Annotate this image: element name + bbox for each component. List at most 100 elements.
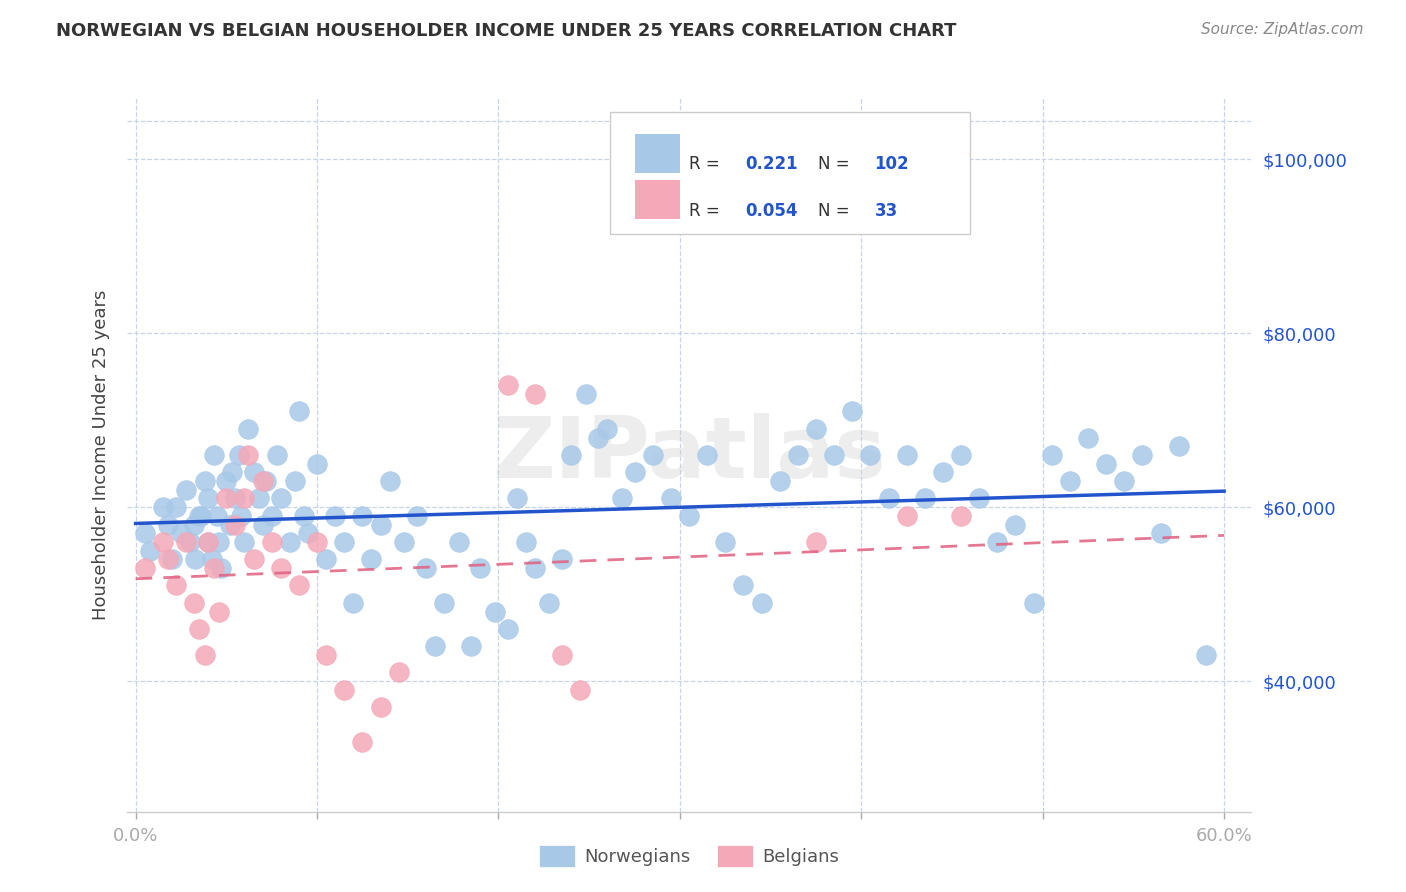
Point (247, 491, 270, 506)
Point (224, 517, 246, 532)
Point (859, 448, 882, 462)
Point (229, 508, 252, 523)
Point (586, 430, 609, 444)
Point (769, 474, 792, 488)
Point (176, 483, 198, 497)
Point (415, 561, 437, 575)
Point (496, 622, 519, 636)
Point (460, 640, 482, 654)
Point (179, 535, 201, 549)
Point (160, 552, 183, 566)
Point (224, 491, 246, 506)
Text: 102: 102 (875, 155, 910, 173)
Point (208, 605, 231, 619)
Point (1077, 430, 1099, 444)
Point (184, 552, 207, 566)
Point (215, 491, 238, 506)
Y-axis label: Householder Income Under 25 years: Householder Income Under 25 years (91, 290, 110, 620)
Point (733, 578, 755, 592)
Point (896, 508, 918, 523)
Point (209, 561, 232, 575)
Text: NORWEGIAN VS BELGIAN HOUSEHOLDER INCOME UNDER 25 YEARS CORRELATION CHART: NORWEGIAN VS BELGIAN HOUSEHOLDER INCOME … (56, 22, 956, 40)
Point (786, 448, 808, 462)
Point (202, 561, 225, 575)
Point (896, 448, 918, 462)
Point (370, 700, 392, 714)
Point (1095, 457, 1118, 471)
Point (183, 596, 205, 610)
Point (1022, 596, 1045, 610)
Point (202, 448, 225, 462)
Point (352, 735, 374, 749)
Point (423, 640, 446, 654)
Point (284, 474, 307, 488)
Point (207, 508, 229, 523)
Point (219, 517, 242, 532)
Point (641, 448, 664, 462)
Point (260, 508, 283, 523)
Point (470, 561, 492, 575)
Point (1167, 439, 1189, 453)
Point (292, 508, 315, 523)
Point (1059, 474, 1081, 488)
Point (1040, 448, 1063, 462)
Point (165, 500, 187, 515)
Point (183, 517, 205, 532)
FancyBboxPatch shape (636, 180, 681, 219)
Point (523, 387, 546, 401)
Point (388, 665, 411, 680)
Point (1132, 448, 1154, 462)
Point (574, 387, 596, 401)
Point (233, 491, 256, 506)
Point (201, 552, 224, 566)
Point (252, 474, 274, 488)
Point (139, 543, 162, 558)
Point (551, 552, 574, 566)
Point (696, 448, 718, 462)
Legend: Norwegians, Belgians: Norwegians, Belgians (531, 838, 846, 874)
Point (333, 535, 356, 549)
Point (305, 457, 328, 471)
FancyBboxPatch shape (636, 134, 681, 173)
Point (370, 517, 392, 532)
Point (134, 561, 156, 575)
Point (538, 596, 561, 610)
Point (288, 578, 311, 592)
Point (405, 508, 427, 523)
Point (505, 491, 527, 506)
Point (305, 535, 328, 549)
Point (165, 578, 187, 592)
Point (804, 422, 827, 436)
Point (447, 535, 470, 549)
Point (623, 466, 645, 480)
Point (804, 535, 827, 549)
Text: R =: R = (689, 155, 725, 173)
Text: 0.221: 0.221 (745, 155, 797, 173)
Point (610, 491, 633, 506)
Point (560, 448, 582, 462)
Point (932, 466, 955, 480)
Point (134, 526, 156, 541)
Text: N =: N = (818, 202, 855, 219)
Point (751, 596, 773, 610)
Point (352, 508, 374, 523)
Point (152, 535, 174, 549)
Point (193, 474, 215, 488)
Point (515, 535, 537, 549)
Point (1004, 517, 1026, 532)
Point (266, 448, 288, 462)
Text: R =: R = (689, 202, 725, 219)
Point (288, 404, 311, 418)
Point (378, 474, 401, 488)
Point (228, 448, 250, 462)
Point (260, 535, 283, 549)
Point (188, 622, 211, 636)
Point (270, 561, 292, 575)
Point (270, 491, 292, 506)
Point (242, 552, 264, 566)
Point (914, 491, 936, 506)
Point (877, 491, 900, 506)
Point (496, 378, 519, 392)
Point (233, 535, 256, 549)
Point (433, 596, 456, 610)
